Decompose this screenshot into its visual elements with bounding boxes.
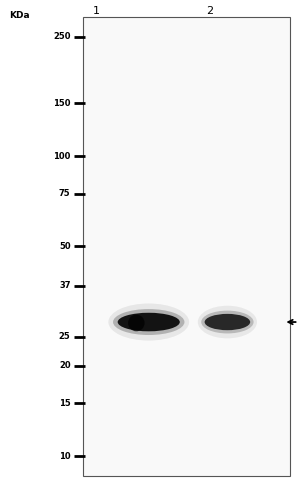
Text: 20: 20 [59,362,70,370]
Ellipse shape [128,315,145,331]
Text: 15: 15 [59,399,70,408]
Ellipse shape [205,314,250,330]
Ellipse shape [108,304,189,341]
Text: 25: 25 [59,332,70,341]
Ellipse shape [113,309,184,335]
Text: 37: 37 [59,281,70,290]
Text: 1: 1 [92,6,100,16]
Text: 250: 250 [53,32,70,41]
Text: 100: 100 [53,152,70,161]
Text: KDa: KDa [9,11,30,20]
Ellipse shape [118,313,180,331]
Text: 2: 2 [206,6,214,16]
Text: 10: 10 [59,452,70,461]
Text: 50: 50 [59,242,70,251]
Text: 75: 75 [59,189,70,198]
Ellipse shape [198,305,257,338]
Text: 150: 150 [53,99,70,108]
Bar [82,17,290,476]
Ellipse shape [201,311,254,333]
